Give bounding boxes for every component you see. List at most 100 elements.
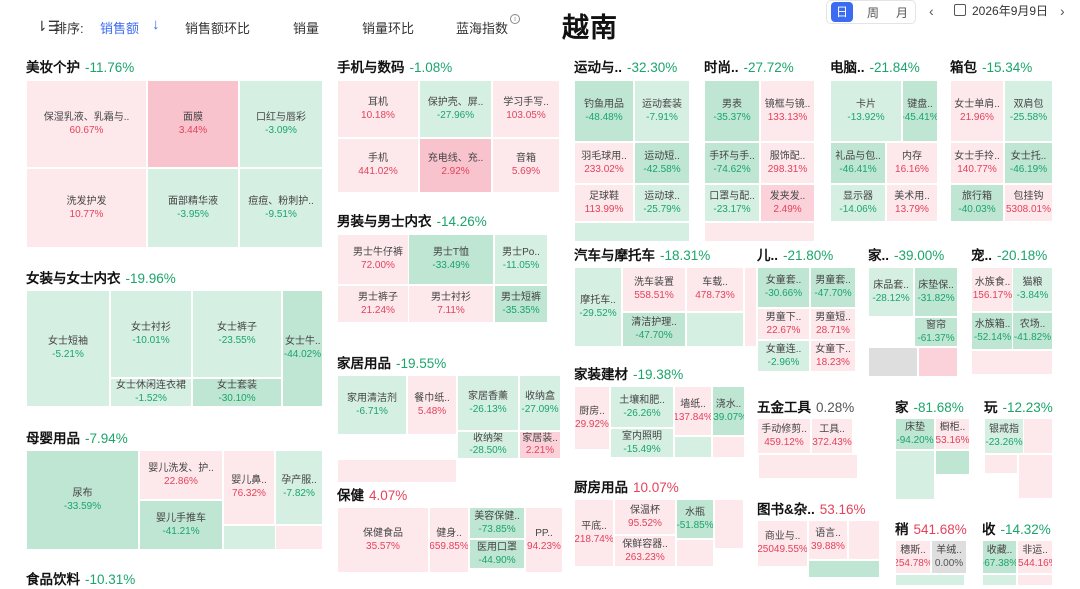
category-header[interactable]: 手机与数码 -1.08%: [337, 56, 452, 76]
category-header[interactable]: 玩 -12.23%: [984, 396, 1053, 416]
subcategory-tile[interactable]: 面部精华液 -3.95%: [147, 168, 239, 248]
category-header[interactable]: 家 -81.68%: [895, 396, 964, 416]
subcategory-tile[interactable]: 女士短袖 -5.21%: [26, 290, 110, 407]
category-header[interactable]: 稍 541.68%: [895, 518, 967, 538]
subcategory-tile[interactable]: 键盘.. -45.41%: [902, 80, 938, 142]
subcategory-tile[interactable]: 男士短裤 -35.35%: [494, 285, 548, 323]
subcategory-tile[interactable]: 男士衬衫 7.11%: [408, 285, 494, 323]
subcategory-tile[interactable]: 车载.. 478.73%: [686, 267, 744, 312]
category-header[interactable]: 美妆个护 -11.76%: [26, 56, 134, 76]
subcategory-tile[interactable]: 男士T恤 -33.49%: [408, 234, 494, 285]
subcategory-tile[interactable]: 平底.. 218.74%: [574, 499, 614, 567]
subcategory-tile[interactable]: 健身.. 659.85%: [429, 507, 469, 573]
subcategory-tile[interactable]: 充电线、充.. 2.92%: [419, 138, 492, 193]
subcategory-tile[interactable]: 口红与唇彩 -3.09%: [239, 80, 323, 168]
subcategory-tile[interactable]: 尿布 -33.59%: [26, 450, 139, 550]
subcategory-tile[interactable]: 婴儿鼻.. 76.32%: [223, 450, 275, 525]
subcategory-tile[interactable]: 家用清洁剂 -6.71%: [337, 375, 407, 435]
calendar-icon[interactable]: [954, 4, 966, 16]
subcategory-tile[interactable]: 餐巾纸.. 5.48%: [407, 375, 457, 435]
subcategory-tile[interactable]: 女士手拎.. 140.77%: [950, 142, 1004, 184]
subcategory-tile[interactable]: 手环与手.. -74.62%: [704, 142, 760, 184]
sort-icon[interactable]: ⇂☰: [36, 18, 61, 34]
tab-volume[interactable]: 销量: [293, 21, 320, 36]
subcategory-tile[interactable]: 女士衬衫 -10.01%: [110, 290, 192, 378]
subcategory-tile[interactable]: 土壤和肥.. -26.26%: [610, 386, 674, 428]
subcategory-tile[interactable]: 水瓶 -51.85%: [676, 499, 714, 539]
subcategory-tile[interactable]: 银戒指 -23.26%: [984, 418, 1024, 454]
subcategory-tile[interactable]: 收纳架 -28.50%: [457, 431, 519, 459]
date-display[interactable]: 2026年9月9日: [972, 4, 1049, 18]
subcategory-tile[interactable]: 厨房.. 29.92%: [574, 386, 610, 450]
subcategory-tile[interactable]: 婴儿手推车 -41.21%: [139, 500, 223, 550]
subcategory-tile[interactable]: 礼品与包.. -46.41%: [830, 142, 886, 184]
category-header[interactable]: 男装与男士内衣 -14.26%: [337, 210, 487, 230]
subcategory-tile[interactable]: 婴儿洗发、护.. 22.86%: [139, 450, 223, 500]
period-day[interactable]: 日: [831, 2, 853, 22]
subcategory-tile[interactable]: 女士单肩.. 21.96%: [950, 80, 1004, 142]
subcategory-tile[interactable]: 非运..2544.16%: [1017, 540, 1053, 574]
subcategory-tile[interactable]: 钓鱼用品 -48.48%: [574, 80, 634, 142]
category-header[interactable]: 五金工具 0.28%: [757, 396, 854, 416]
subcategory-tile[interactable]: 猫粮 -3.84%: [1012, 267, 1053, 312]
tab-blue-ocean[interactable]: 蓝海指数: [456, 21, 509, 36]
subcategory-tile[interactable]: 手机 441.02%: [337, 138, 419, 193]
subcategory-tile[interactable]: 运动球.. -25.79%: [634, 184, 690, 222]
period-selector[interactable]: 日 周 月: [826, 0, 916, 24]
subcategory-tile[interactable]: 内存 16.16%: [886, 142, 938, 184]
subcategory-tile[interactable]: 旅行箱 -40.03%: [950, 184, 1004, 222]
category-header[interactable]: 厨房用品 10.07%: [574, 476, 679, 496]
subcategory-tile[interactable]: 羊绒.. 0.00%: [931, 540, 967, 574]
subcategory-tile[interactable]: 窗帘 -61.37%: [914, 317, 958, 347]
subcategory-tile[interactable]: 水族箱.. -52.14%: [971, 312, 1014, 350]
subcategory-tile[interactable]: 床品套.. -28.12%: [868, 267, 914, 317]
subcategory-tile[interactable]: 耳机 10.18%: [337, 80, 419, 138]
subcategory-tile[interactable]: 双肩包 -25.58%: [1004, 80, 1053, 142]
category-header[interactable]: 宠.. -20.18%: [971, 244, 1047, 264]
prev-date-icon[interactable]: ‹: [929, 3, 934, 19]
subcategory-tile[interactable]: 卡片 -13.92%: [830, 80, 902, 142]
category-header[interactable]: 电脑.. -21.84%: [830, 56, 920, 76]
category-header[interactable]: 图书&杂.. 53.16%: [757, 498, 866, 518]
subcategory-tile[interactable]: 男童套.. -47.70%: [810, 267, 856, 308]
subcategory-tile[interactable]: 男士裤子 21.24%: [337, 285, 419, 323]
subcategory-tile[interactable]: 美术用.. 13.79%: [886, 184, 938, 222]
subcategory-tile[interactable]: 商业与.. 25049.55%: [757, 520, 808, 567]
subcategory-tile[interactable]: 面膜 3.44%: [147, 80, 239, 168]
subcategory-tile[interactable]: 医用口罩 -44.90%: [469, 539, 525, 569]
subcategory-tile[interactable]: 女士套装 -30.10%: [192, 378, 282, 407]
subcategory-tile[interactable]: 墙纸.. 137.84%: [674, 386, 712, 436]
info-icon[interactable]: i: [510, 14, 520, 24]
period-month[interactable]: 月: [896, 6, 909, 20]
tab-sales[interactable]: 销售额: [100, 21, 140, 36]
subcategory-tile[interactable]: 收藏.. -67.38%: [982, 540, 1017, 574]
subcategory-tile[interactable]: 保湿乳液、乳霜与.. 60.67%: [26, 80, 147, 168]
category-header[interactable]: 汽车与摩托车 -18.31%: [574, 244, 710, 264]
subcategory-tile[interactable]: 橱柜.. 53.16%: [935, 418, 970, 450]
subcategory-tile[interactable]: 保温杯 95.52%: [614, 499, 676, 535]
subcategory-tile[interactable]: 床垫 -94.20%: [895, 418, 935, 450]
period-week[interactable]: 周: [867, 6, 880, 20]
subcategory-tile[interactable]: 男童短.. 28.71%: [810, 308, 856, 340]
subcategory-tile[interactable]: 女童连.. -2.96%: [757, 340, 810, 372]
subcategory-tile[interactable]: 穗斯.. 254.78%: [895, 540, 931, 574]
subcategory-tile[interactable]: 美容保健.. -73.85%: [469, 507, 525, 539]
subcategory-tile[interactable]: 服饰配.. 298.31%: [760, 142, 815, 184]
subcategory-tile[interactable]: 女童下.. 18.23%: [810, 340, 856, 372]
category-header[interactable]: 家.. -39.00%: [868, 244, 944, 264]
subcategory-tile[interactable]: 收纳盒 -27.09%: [519, 375, 561, 431]
tab-sales-mom[interactable]: 销售额环比: [185, 21, 251, 36]
subcategory-tile[interactable]: 农场.. -41.82%: [1012, 312, 1053, 350]
subcategory-tile[interactable]: 口罩与配.. -23.17%: [704, 184, 760, 222]
subcategory-tile[interactable]: 包挂钩 5308.01%: [1004, 184, 1053, 222]
category-header[interactable]: 食品饮料 -10.31%: [26, 568, 135, 588]
subcategory-tile[interactable]: 语言.. 39.88%: [808, 520, 848, 560]
category-header[interactable]: 母婴用品 -7.94%: [26, 427, 128, 447]
subcategory-tile[interactable]: 家居香薰 -26.13%: [457, 375, 519, 431]
subcategory-tile[interactable]: 室内照明 -15.49%: [610, 428, 674, 458]
subcategory-tile[interactable]: 保健食品 35.57%: [337, 507, 429, 573]
category-header[interactable]: 收 -14.32%: [982, 518, 1051, 538]
category-header[interactable]: 家装建材 -19.38%: [574, 363, 683, 383]
category-header[interactable]: 时尚.. -27.72%: [704, 56, 794, 76]
subcategory-tile[interactable]: 男士Po.. -11.05%: [494, 234, 548, 285]
